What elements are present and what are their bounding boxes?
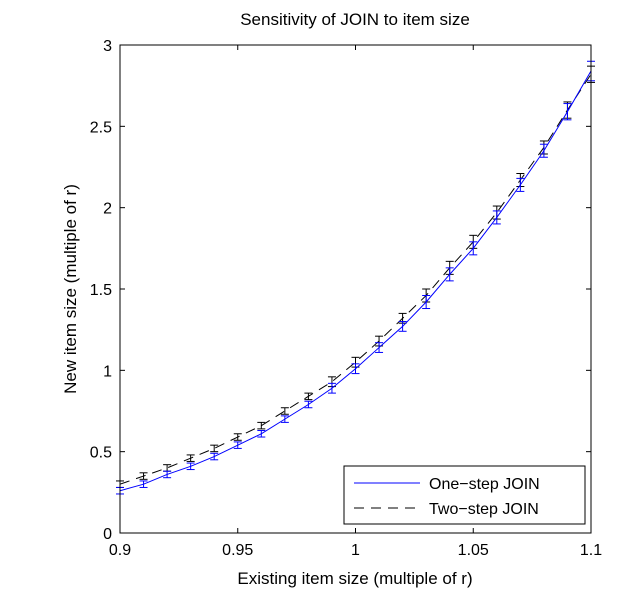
y-tick-label: 1.5 [90, 282, 112, 299]
error-bar-two-step [210, 444, 219, 453]
error-bar-one-step [327, 382, 336, 394]
legend: One−step JOIN Two−step JOIN [343, 465, 586, 525]
x-axis-label: Existing item size (multiple of r) [237, 569, 472, 588]
error-bar-one-step [375, 342, 384, 353]
error-bar-two-step [186, 454, 195, 462]
legend-label-two-step: Two−step JOIN [429, 501, 539, 518]
y-tick-label: 1 [103, 363, 112, 380]
error-bar-one-step [516, 177, 525, 192]
error-bar-one-step [563, 103, 572, 121]
x-tick-label: 0.9 [109, 542, 131, 559]
error-bar-one-step [186, 462, 195, 471]
error-bar-one-step [163, 470, 172, 479]
error-bar-two-step [233, 433, 242, 441]
error-bar-two-step [304, 392, 313, 401]
error-bar-one-step [233, 441, 242, 449]
error-bar-one-step [445, 267, 454, 282]
legend-box [343, 465, 586, 525]
error-bar-one-step [351, 363, 360, 375]
error-bar-two-step [163, 464, 172, 472]
error-bar-two-step [280, 407, 289, 415]
error-bar-two-step [257, 421, 266, 430]
y-tick-label: 2.5 [90, 119, 112, 136]
error-bar-one-step [422, 295, 431, 310]
series-line-two-step [119, 74, 592, 485]
error-bar-one-step [398, 321, 407, 332]
error-bar-one-step [469, 241, 478, 256]
x-tick-label: 1.1 [580, 542, 602, 559]
y-tick-label: 0 [103, 526, 112, 543]
y-axis-label: New item size (multiple of r) [61, 184, 80, 394]
error-bar-one-step [139, 480, 148, 488]
legend-label-one-step: One−step JOIN [429, 476, 540, 493]
error-bar-one-step [280, 415, 289, 423]
x-tick-label: 1 [351, 542, 360, 559]
series-line-one-step [119, 70, 592, 492]
x-tick-label: 1.05 [458, 542, 489, 559]
error-bar-two-step [139, 472, 148, 480]
x-tick-label: 0.95 [222, 542, 253, 559]
error-bar-one-step [304, 400, 313, 409]
error-bar-one-step [210, 452, 219, 461]
y-tick-label: 2 [103, 201, 112, 218]
error-bar-one-step [257, 430, 266, 438]
y-tick-label: 3 [103, 38, 112, 55]
y-tick-label: 0.5 [90, 445, 112, 462]
error-bar-one-step [539, 143, 548, 158]
error-bar-one-step [492, 210, 501, 225]
chart-title: Sensitivity of JOIN to item size [240, 10, 470, 29]
